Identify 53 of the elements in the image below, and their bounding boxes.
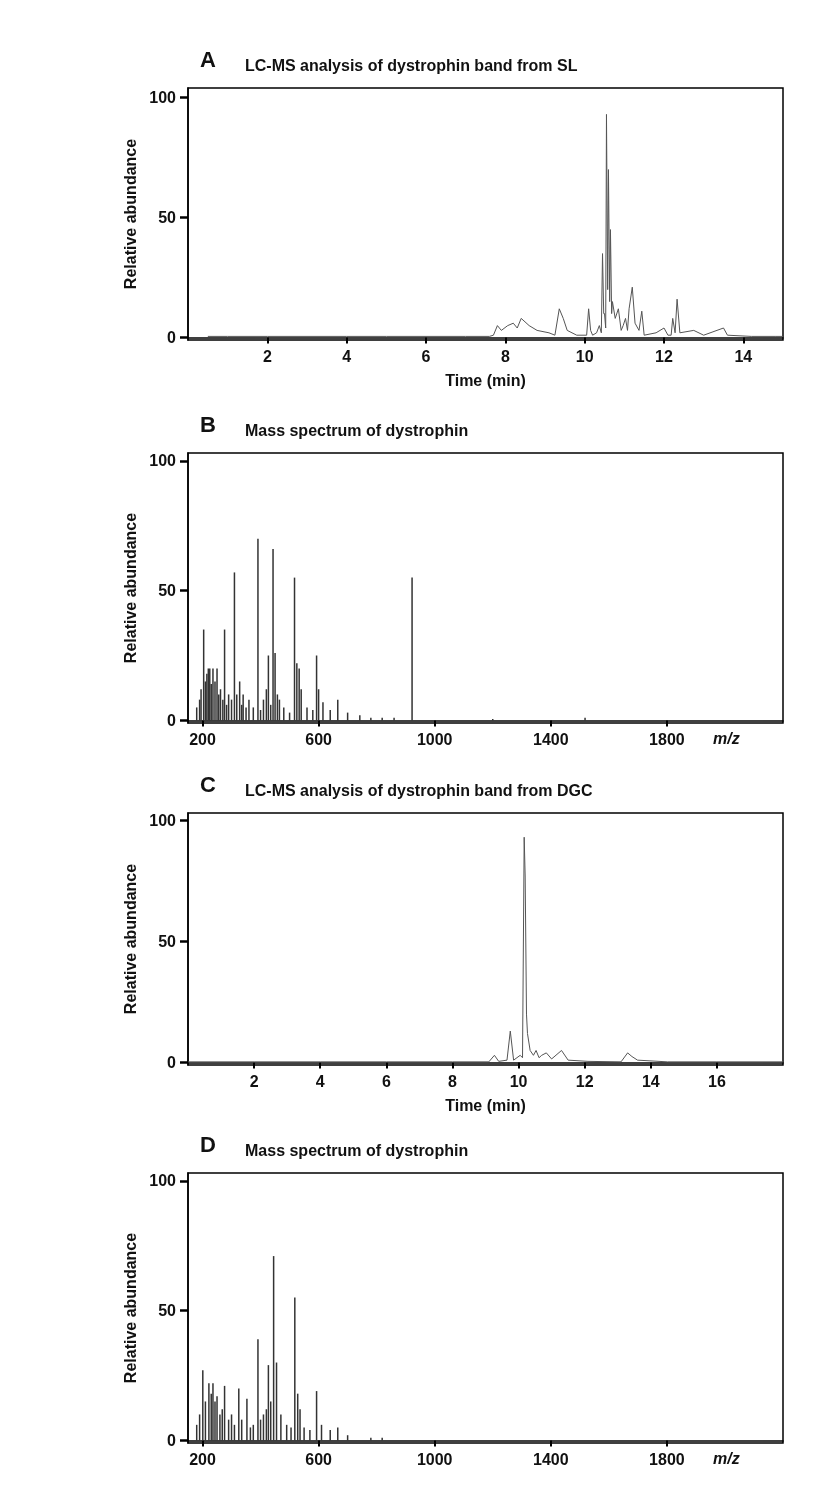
y-axis-title: Relative abundance: [121, 512, 139, 664]
x-tick-label: 2: [262, 347, 272, 365]
x-tick-label: 6: [381, 1072, 391, 1090]
x-tick-label: 10: [575, 347, 594, 365]
y-tick-label: 50: [158, 932, 177, 950]
x-tick-label: 8: [500, 347, 510, 365]
x-tick-label: 4: [315, 1072, 325, 1090]
x-tick-label: 1400: [533, 1450, 569, 1468]
text: B: [200, 411, 216, 437]
x-tick-label: 600: [305, 1450, 333, 1468]
y-tick-label: 50: [158, 1302, 177, 1320]
x-tick-label: 8: [447, 1072, 457, 1090]
x-tick-label: 16: [707, 1072, 726, 1090]
y-axis-title: Relative abundance: [121, 138, 139, 290]
y-tick-label: 0: [167, 711, 177, 729]
x-tick-label: 2: [249, 1072, 259, 1090]
y-tick-label: 100: [149, 811, 177, 829]
x-tick-label: 600: [305, 730, 333, 748]
x-tick-label: 14: [734, 347, 753, 365]
x-tick-label: 1000: [416, 1450, 453, 1468]
y-tick-label: 100: [149, 1172, 177, 1190]
x-axis-title: m/z: [713, 729, 740, 747]
x-tick-label: 14: [641, 1072, 660, 1090]
x-axis-title: m/z: [713, 1449, 740, 1467]
y-tick-label: 50: [158, 209, 177, 227]
x-tick-label: 1800: [649, 1450, 685, 1468]
x-tick-label: 4: [342, 347, 352, 365]
chart-title: Mass spectrum of dystrophin: [245, 421, 469, 439]
x-tick-label: 12: [575, 1072, 594, 1090]
y-tick-label: 50: [158, 582, 177, 600]
x-tick-label: 12: [655, 347, 673, 365]
x-tick-label: 200: [189, 730, 216, 748]
y-tick-label: 0: [167, 329, 177, 347]
text: A: [200, 46, 216, 72]
x-tick-label: 1400: [533, 730, 569, 748]
x-axis-title: Time (min): [445, 1096, 526, 1114]
x-tick-label: 6: [421, 347, 431, 365]
y-tick-label: 100: [149, 452, 177, 470]
chart-title: LC-MS analysis of dystrophin band from SL: [245, 56, 578, 74]
y-tick-label: 0: [167, 1431, 177, 1449]
text: D: [200, 1131, 216, 1157]
y-tick-label: 100: [149, 89, 177, 107]
y-axis-title: Relative abundance: [121, 1232, 139, 1384]
chart-title: Mass spectrum of dystrophin: [245, 1141, 469, 1159]
x-tick-label: 10: [509, 1072, 528, 1090]
x-tick-label: 1000: [416, 730, 453, 748]
x-tick-label: 1800: [649, 730, 685, 748]
y-axis-title: Relative abundance: [121, 863, 139, 1015]
y-tick-label: 0: [167, 1054, 177, 1072]
x-axis-title: Time (min): [445, 371, 526, 389]
chart-title: LC-MS analysis of dystrophin band from DGC: [245, 781, 594, 799]
x-tick-label: 200: [189, 1450, 216, 1468]
text: C: [200, 771, 216, 797]
